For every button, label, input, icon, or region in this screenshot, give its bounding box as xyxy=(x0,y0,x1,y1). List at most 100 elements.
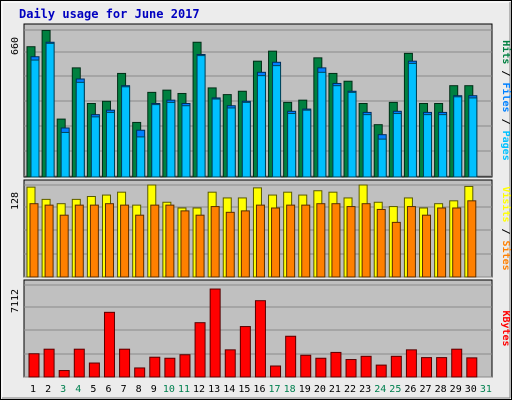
bar-pages-day-12 xyxy=(196,55,206,178)
x-tick-label-day-31: 31 xyxy=(480,384,492,395)
bar-kbytes-day-18 xyxy=(285,335,297,378)
bar-kbytes-day-30 xyxy=(466,357,478,378)
x-tick-label-day-2: 2 xyxy=(45,384,51,395)
x-tick-label-day-3: 3 xyxy=(60,384,66,395)
x-tick-label-day-14: 14 xyxy=(223,384,235,395)
bar-kbytes-day-19 xyxy=(300,354,312,378)
bar-kbytes-day-17 xyxy=(270,365,282,378)
x-tick-label-day-27: 27 xyxy=(419,384,431,395)
bar-pages-day-6 xyxy=(105,111,115,178)
bar-pages-day-14 xyxy=(226,107,236,178)
bar-kbytes-day-22 xyxy=(345,359,357,378)
bar-pages-day-8 xyxy=(136,136,146,178)
bar-kbytes-day-24 xyxy=(375,364,387,378)
bar-sites-day-7 xyxy=(120,204,130,278)
x-tick-label-day-24: 24 xyxy=(374,384,386,395)
legend-separator: / xyxy=(500,222,511,240)
bar-sites-day-15 xyxy=(240,210,250,278)
bar-sites-day-10 xyxy=(165,204,175,278)
legend-separator: / xyxy=(500,113,511,131)
bar-pages-day-21 xyxy=(332,85,342,178)
x-tick-label-day-13: 13 xyxy=(208,384,220,395)
bar-kbytes-day-21 xyxy=(330,351,342,378)
bar-sites-day-12 xyxy=(195,214,205,278)
legend-kbytes: KBytes xyxy=(500,310,511,346)
bar-pages-day-25 xyxy=(392,113,402,178)
bar-pages-day-28 xyxy=(438,114,448,178)
bar-pages-day-26 xyxy=(407,62,417,178)
bar-kbytes-day-9 xyxy=(149,356,161,378)
x-tick-label-day-22: 22 xyxy=(344,384,356,395)
bar-sites-day-26 xyxy=(406,206,416,278)
chart-title: Daily usage for June 2017 xyxy=(19,7,200,21)
legend-pages: Pages xyxy=(500,131,511,161)
bar-pages-day-29 xyxy=(453,96,463,178)
bar-kbytes-day-23 xyxy=(360,355,372,378)
legend-hits-files-pages: Hits / Files / Pages xyxy=(500,40,512,160)
x-tick-label-day-11: 11 xyxy=(178,384,190,395)
bar-kbytes-day-26 xyxy=(405,349,417,378)
bar-kbytes-day-1 xyxy=(28,353,40,378)
x-tick-label-day-30: 30 xyxy=(465,384,477,395)
bar-sites-day-17 xyxy=(271,207,281,278)
bar-sites-day-19 xyxy=(301,204,311,278)
x-tick-label-day-20: 20 xyxy=(314,384,326,395)
bar-pages-day-30 xyxy=(468,97,478,178)
x-tick-label-day-29: 29 xyxy=(450,384,462,395)
bar-kbytes-day-15 xyxy=(239,326,251,378)
x-tick-label-day-1: 1 xyxy=(30,384,36,395)
bar-kbytes-day-27 xyxy=(421,357,433,378)
bar-sites-day-14 xyxy=(225,211,235,278)
bar-sites-day-23 xyxy=(361,203,371,278)
legend-separator: / xyxy=(500,64,511,82)
bar-pages-day-18 xyxy=(287,113,297,178)
bar-kbytes-day-12 xyxy=(194,322,206,378)
bar-kbytes-day-10 xyxy=(164,357,176,378)
bar-kbytes-day-5 xyxy=(88,362,100,378)
bar-sites-day-4 xyxy=(74,204,84,278)
bar-sites-day-8 xyxy=(135,214,145,278)
x-tick-label-day-18: 18 xyxy=(284,384,296,395)
x-tick-label-day-8: 8 xyxy=(136,384,142,395)
bar-pages-day-23 xyxy=(362,114,372,178)
bar-pages-day-3 xyxy=(60,131,70,178)
y-tick-label: 660 xyxy=(10,37,21,55)
bar-pages-day-7 xyxy=(121,86,131,178)
bar-pages-day-17 xyxy=(272,65,282,178)
x-tick-label-day-12: 12 xyxy=(193,384,205,395)
bar-sites-day-29 xyxy=(452,207,462,278)
bar-pages-day-19 xyxy=(302,109,312,178)
bar-sites-day-6 xyxy=(104,203,114,278)
legend-files: Files xyxy=(500,82,512,112)
bar-pages-day-11 xyxy=(181,105,191,178)
bar-pages-day-22 xyxy=(347,91,357,178)
bar-kbytes-day-25 xyxy=(390,355,402,378)
bar-kbytes-day-7 xyxy=(119,348,131,378)
bar-sites-day-28 xyxy=(437,207,447,278)
bar-pages-day-2 xyxy=(45,42,55,178)
bar-kbytes-day-2 xyxy=(43,348,55,378)
bar-sites-day-9 xyxy=(150,204,160,278)
bar-pages-day-20 xyxy=(317,71,327,178)
bar-sites-day-22 xyxy=(346,206,356,278)
x-tick-label-day-15: 15 xyxy=(238,384,250,395)
legend-visits: Visits xyxy=(500,186,512,222)
bar-kbytes-day-4 xyxy=(73,348,85,378)
legend-sites: Sites xyxy=(500,241,512,271)
bar-sites-day-27 xyxy=(422,214,432,278)
bar-sites-day-16 xyxy=(255,204,265,278)
bar-sites-day-30 xyxy=(467,200,477,278)
bar-sites-day-18 xyxy=(286,204,296,278)
x-tick-label-day-5: 5 xyxy=(90,384,96,395)
bar-pages-day-10 xyxy=(166,101,176,178)
bar-kbytes-day-14 xyxy=(224,349,236,378)
bar-pages-day-13 xyxy=(211,98,221,178)
bar-pages-day-15 xyxy=(241,101,251,178)
bar-pages-day-4 xyxy=(75,81,85,178)
x-tick-label-day-17: 17 xyxy=(269,384,281,395)
x-tick-label-day-9: 9 xyxy=(151,384,157,395)
x-tick-label-day-4: 4 xyxy=(75,384,81,395)
bar-sites-day-20 xyxy=(316,203,326,278)
